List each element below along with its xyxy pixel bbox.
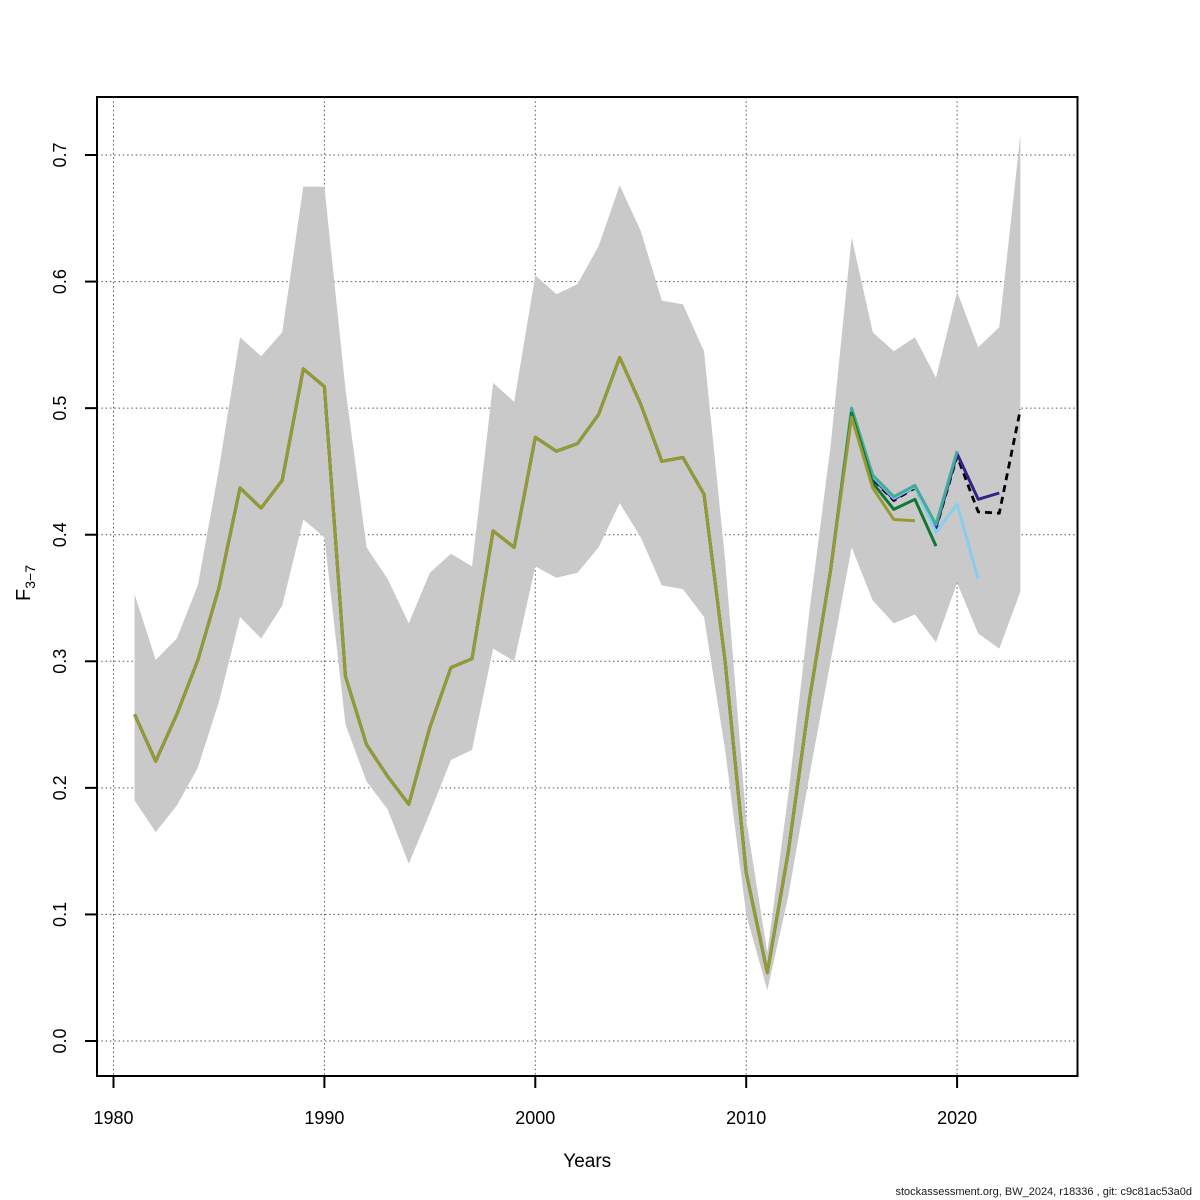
y-axis-tick-label-0.2: 0.2 <box>50 775 70 800</box>
x-axis-tick-label-2010: 2010 <box>726 1108 766 1128</box>
footer-attribution: stockassessment.org, BW_2024, r18336 , g… <box>895 1186 1192 1198</box>
x-axis-tick-label-2000: 2000 <box>515 1108 555 1128</box>
x-axis-tick-label-2020: 2020 <box>937 1108 977 1128</box>
y-axis-tick-label-0.1: 0.1 <box>50 902 70 927</box>
plot-border <box>96 96 1079 1077</box>
y-axis-title: F3−7 <box>13 565 38 601</box>
y-axis-tick-label-0.0: 0.0 <box>50 1028 70 1053</box>
x-axis-tick-label-1990: 1990 <box>304 1108 344 1128</box>
y-axis-tick-label-0.6: 0.6 <box>50 269 70 294</box>
y-axis-tick-label-0.3: 0.3 <box>50 649 70 674</box>
y-axis-tick-label-0.4: 0.4 <box>50 522 70 547</box>
x-axis-title: Years <box>563 1151 611 1172</box>
series-line-retro-peel-2018 <box>133 356 915 975</box>
y-axis-tick-label-0.5: 0.5 <box>50 396 70 421</box>
y-axis-tick-label-0.7: 0.7 <box>50 142 70 167</box>
x-axis-tick-label-1980: 1980 <box>93 1108 133 1128</box>
